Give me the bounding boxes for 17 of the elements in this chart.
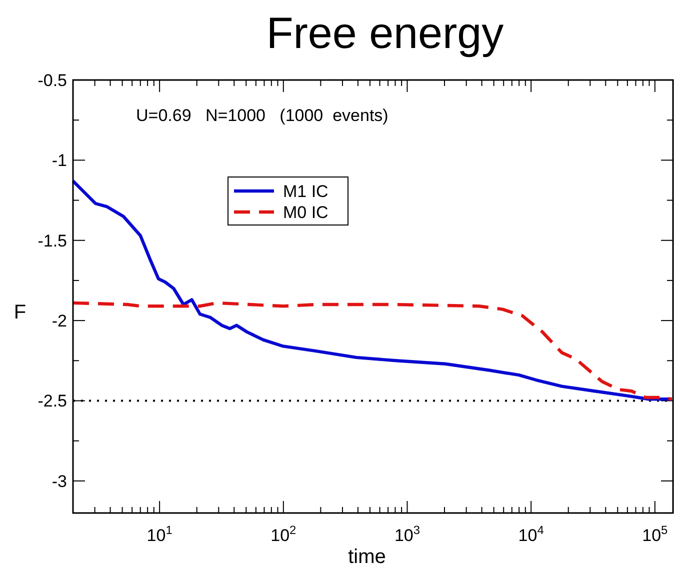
y-tick-label: -3: [52, 472, 67, 491]
x-axis-title: time: [348, 546, 386, 567]
legend-label: M0 IC: [283, 203, 328, 222]
y-tick-label: -2: [52, 312, 67, 331]
x-tick-label: 10$^{1}$: [146, 523, 173, 545]
x-tick-label: 10$^{4}$: [518, 523, 544, 545]
x-tick-label: 10$^{5}$: [642, 523, 668, 545]
chart-title: Free energy: [266, 9, 504, 58]
y-tick-label: -1: [52, 151, 67, 170]
annotation: U=0.69 N=1000 (1000 events): [136, 106, 388, 125]
y-tick-label: -0.5: [38, 71, 67, 90]
y-tick-label: -1.5: [38, 231, 67, 250]
y-tick-label: -2.5: [38, 392, 67, 411]
legend-label: M1 IC: [283, 182, 328, 201]
x-tick-label: 10$^{3}$: [394, 523, 420, 545]
y-axis-title: F: [14, 302, 26, 324]
x-tick-label: 10$^{2}$: [270, 523, 297, 545]
